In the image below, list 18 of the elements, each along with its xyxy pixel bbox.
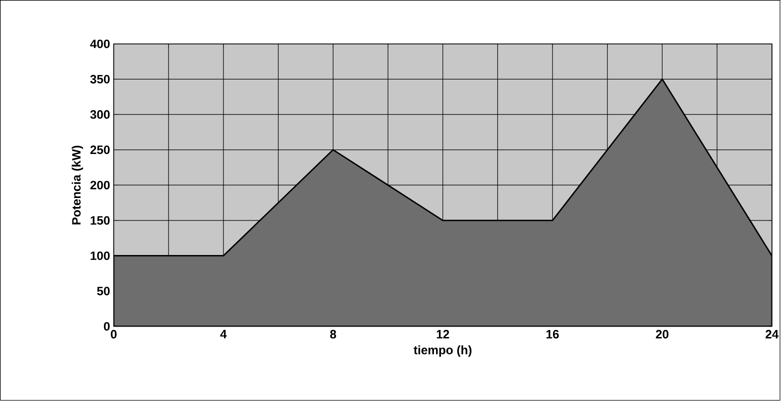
x-tick-label: 12 bbox=[436, 330, 450, 339]
y-tick-label: 250 bbox=[90, 146, 110, 154]
y-tick-label: 200 bbox=[90, 181, 110, 190]
x-axis-title: tiempo (h) bbox=[414, 346, 472, 357]
y-tick-label: 50 bbox=[97, 286, 110, 296]
x-tick-label: 0 bbox=[110, 330, 117, 339]
x-tick-label: 20 bbox=[656, 330, 668, 339]
y-tick-label: 400 bbox=[90, 40, 110, 48]
x-tick-label: 8 bbox=[330, 330, 336, 339]
x-tick-label: 4 bbox=[220, 330, 227, 338]
x-tick-label: 16 bbox=[546, 330, 559, 339]
x-tick-label: 24 bbox=[766, 330, 779, 339]
y-axis-title: Potencia (kW) bbox=[72, 146, 84, 225]
y-tick-label: 0 bbox=[104, 322, 110, 331]
y-tick-label: 100 bbox=[90, 252, 110, 260]
y-tick-label: 350 bbox=[90, 75, 110, 84]
y-tick-label: 300 bbox=[90, 110, 110, 119]
y-tick-label: 150 bbox=[90, 216, 110, 225]
